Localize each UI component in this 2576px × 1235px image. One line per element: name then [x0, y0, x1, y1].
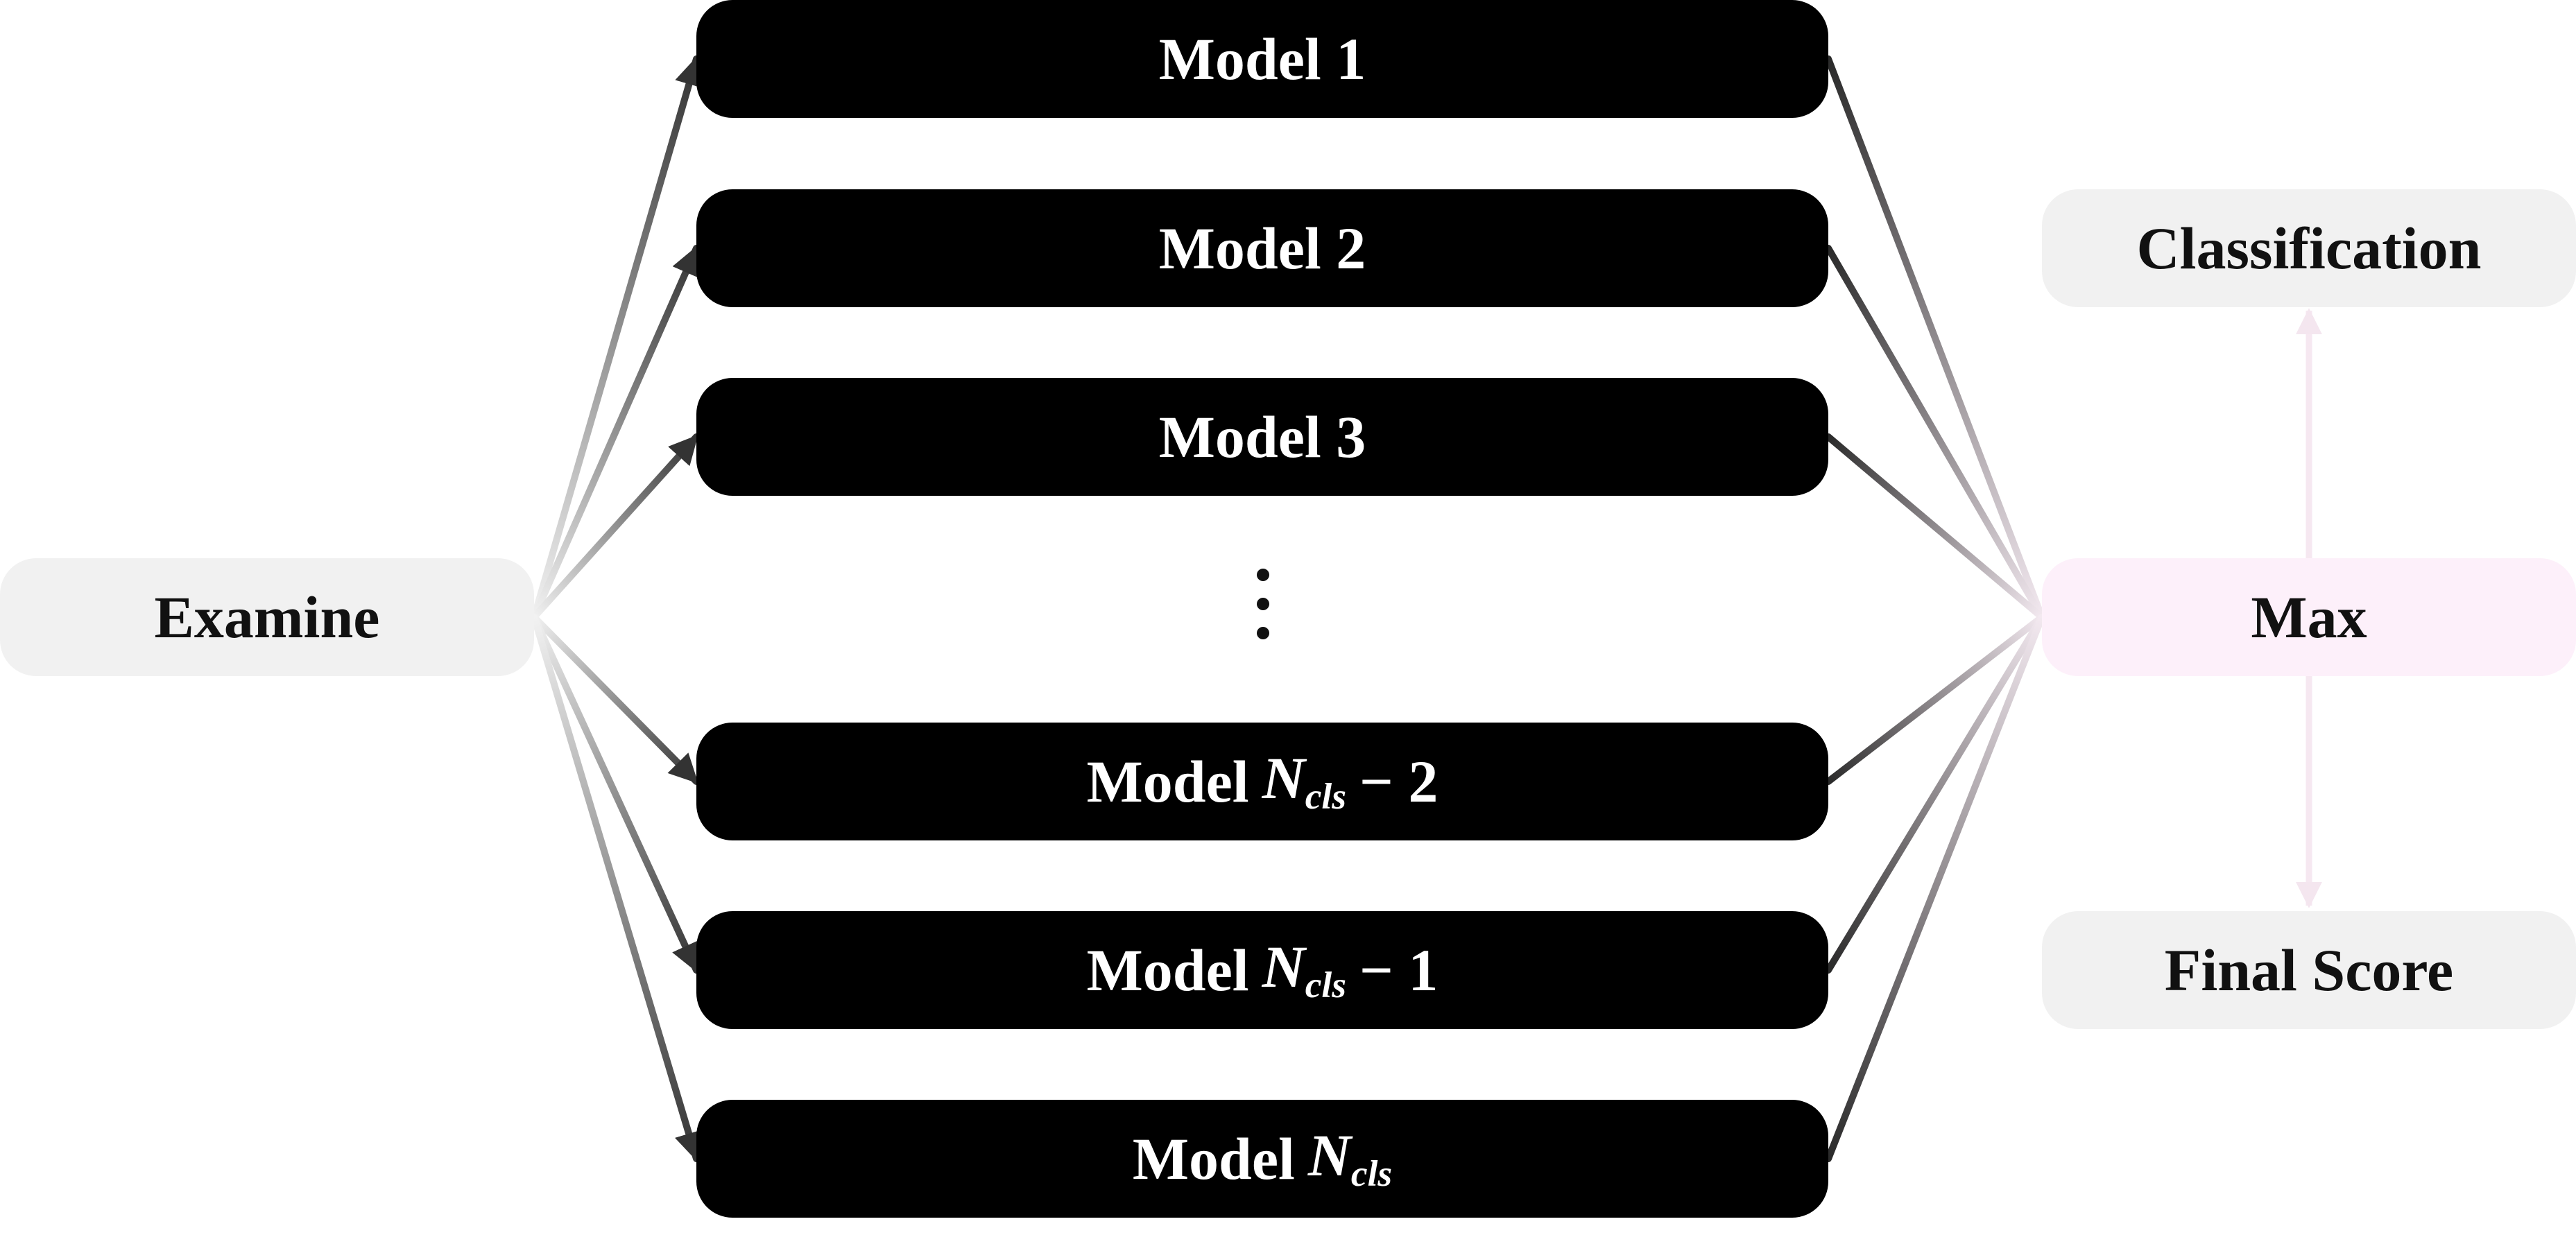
examine-node: Examine	[0, 558, 534, 676]
n-symbol: N	[1262, 744, 1305, 811]
arrow-examine-to-model-6	[531, 614, 703, 1162]
arrow-examine-to-model-5	[531, 614, 700, 974]
ncls-symbol: Ncls	[1262, 937, 1346, 1003]
final-score-label: Final Score	[2164, 937, 2454, 1003]
model-3-label: Model 3	[1158, 404, 1366, 470]
model-node-ncls: Model Ncls	[696, 1100, 1828, 1218]
cls-subscript: cls	[1305, 963, 1346, 1005]
model-node-3: Model 3	[696, 378, 1828, 496]
arrow-examine-to-model-3	[531, 433, 700, 621]
model-ncls-minus-2-label: Model	[1086, 748, 1249, 815]
minus-1-suffix: − 1	[1359, 937, 1439, 1003]
cls-subscript: cls	[1305, 775, 1346, 817]
ellipsis-dot-1	[1257, 569, 1269, 581]
final-score-node: Final Score	[2042, 911, 2576, 1029]
ncls-symbol: Ncls	[1308, 1125, 1392, 1192]
model-1-label: Model 1	[1158, 26, 1366, 92]
model-ncls-label: Model	[1132, 1125, 1295, 1192]
n-symbol: N	[1262, 933, 1305, 1000]
minus-2-suffix: − 2	[1359, 748, 1439, 815]
model-node-ncls-minus-2: Model Ncls − 2	[696, 723, 1828, 840]
classification-node: Classification	[2042, 189, 2576, 307]
ncls-symbol: Ncls	[1262, 748, 1346, 815]
max-label: Max	[2251, 584, 2367, 650]
model-node-1: Model 1	[696, 0, 1828, 118]
arrow-examine-to-model-2	[531, 245, 700, 621]
classification-label: Classification	[2136, 215, 2482, 282]
examine-label: Examine	[154, 584, 380, 650]
edge-model-3-to-max	[1825, 433, 2045, 621]
edge-model-4-to-max	[1825, 614, 2045, 785]
edge-model-1-to-max	[1825, 55, 2045, 621]
model-ncls-minus-1-label: Model	[1086, 937, 1249, 1003]
cls-subscript: cls	[1350, 1152, 1393, 1194]
max-node: Max	[2042, 558, 2576, 676]
n-symbol: N	[1307, 1121, 1351, 1189]
edge-model-5-to-max	[1825, 614, 2045, 974]
arrow-examine-to-model-4	[531, 614, 700, 785]
ellipsis-dot-3	[1257, 627, 1269, 639]
edge-model-6-to-max	[1825, 614, 2045, 1162]
model-2-label: Model 2	[1158, 215, 1366, 282]
arrow-examine-to-model-1	[531, 55, 703, 621]
ellipsis-dots	[1257, 569, 1269, 652]
ellipsis-dot-2	[1257, 598, 1269, 610]
model-node-2: Model 2	[696, 189, 1828, 307]
model-node-ncls-minus-1: Model Ncls − 1	[696, 911, 1828, 1029]
edge-model-2-to-max	[1825, 245, 2045, 621]
